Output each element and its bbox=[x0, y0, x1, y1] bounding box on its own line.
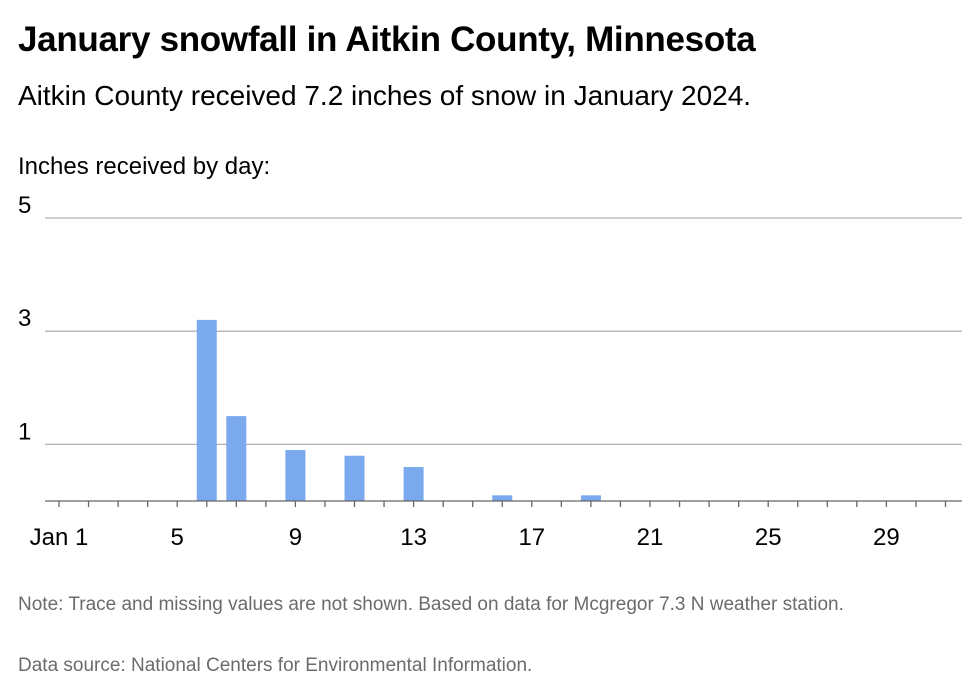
x-tick-label-17: 17 bbox=[518, 524, 545, 551]
bar-jan-6 bbox=[196, 319, 217, 501]
bar-jan-9 bbox=[285, 450, 306, 501]
x-tick-label-9: 9 bbox=[289, 524, 302, 551]
x-tick-label-13: 13 bbox=[400, 524, 427, 551]
chart-title: January snowfall in Aitkin County, Minne… bbox=[18, 20, 756, 59]
y-tick-label-1: 1 bbox=[18, 418, 31, 445]
bar-jan-16 bbox=[492, 495, 513, 501]
x-tick-label-29: 29 bbox=[873, 524, 900, 551]
x-tick-label-25: 25 bbox=[755, 524, 782, 551]
bar-jan-7 bbox=[226, 416, 247, 501]
bar-jan-13 bbox=[403, 467, 424, 501]
chart-note: Note: Trace and missing values are not s… bbox=[18, 594, 844, 615]
chart-subtitle: Aitkin County received 7.2 inches of sno… bbox=[18, 80, 752, 111]
bar-jan-11 bbox=[344, 455, 365, 501]
bar-jan-19 bbox=[580, 495, 601, 501]
data-source: Data source: National Centers for Enviro… bbox=[18, 655, 533, 676]
y-axis-caption: Inches received by day: bbox=[18, 153, 271, 180]
x-tick-label-5: 5 bbox=[171, 524, 184, 551]
y-tick-label-5: 5 bbox=[18, 192, 31, 219]
x-tick-label-21: 21 bbox=[637, 524, 664, 551]
x-tick-label-1: Jan 1 bbox=[30, 524, 89, 551]
y-tick-label-3: 3 bbox=[18, 305, 31, 332]
